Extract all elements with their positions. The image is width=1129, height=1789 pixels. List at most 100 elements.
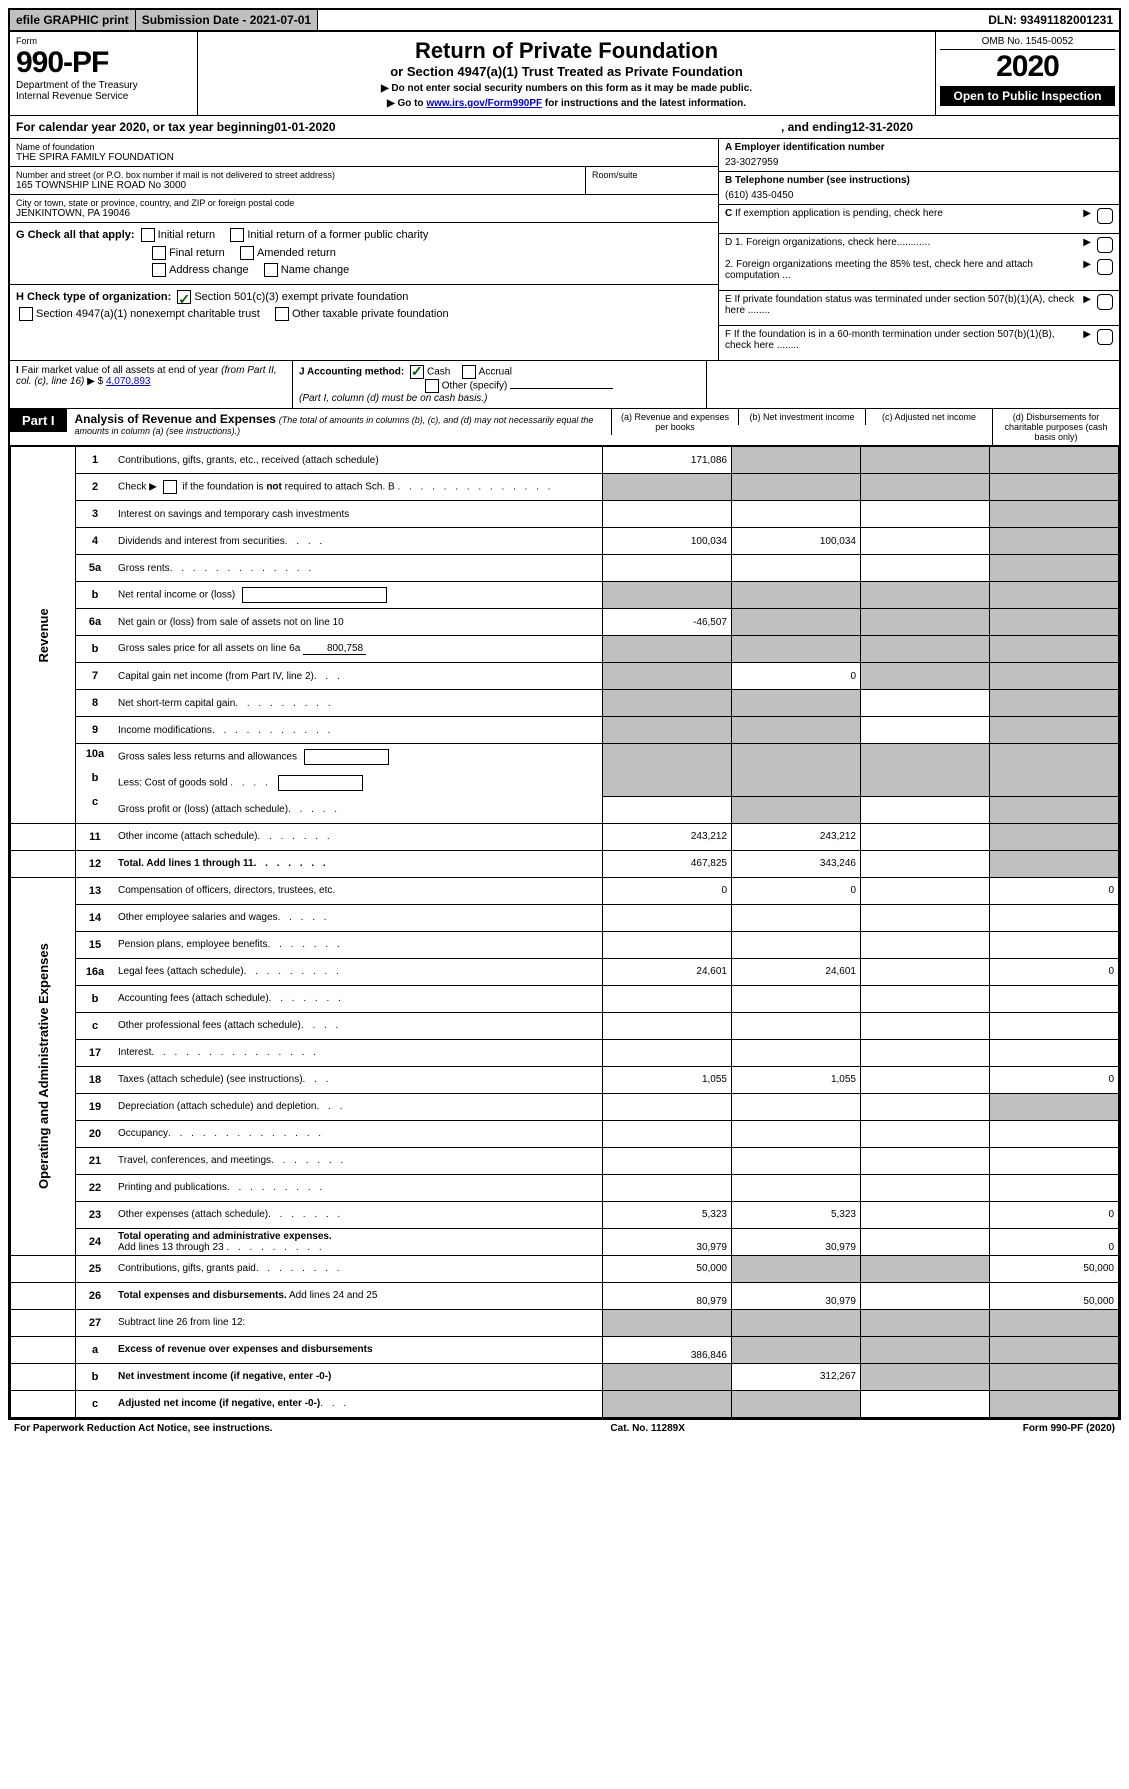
cell-shaded — [732, 636, 861, 663]
table-row: c Adjusted net income (if negative, ente… — [11, 1390, 1119, 1417]
sch-b-checkbox[interactable] — [163, 480, 177, 494]
amended-return-checkbox[interactable] — [240, 246, 254, 260]
cell — [861, 528, 990, 555]
h-label: H Check type of organization: — [16, 291, 171, 303]
part1-badge: Part I — [10, 409, 67, 432]
table-row: 2 Check ▶ if the foundation is not requi… — [11, 474, 1119, 501]
instr-2-pre: ▶ Go to — [387, 98, 426, 109]
cell-11b: 243,212 — [732, 823, 861, 850]
d1-checkbox[interactable] — [1097, 237, 1113, 253]
addr-change-checkbox[interactable] — [152, 263, 166, 277]
c-label: If exemption application is pending, che… — [735, 208, 943, 219]
irs-link[interactable]: www.irs.gov/Form990PF — [426, 98, 542, 109]
final-return-checkbox[interactable] — [152, 246, 166, 260]
cell — [861, 1147, 990, 1174]
line-desc: Contributions, gifts, grants, etc., rece… — [114, 447, 603, 474]
line-desc: Occupancy. . . . . . . . . . . . . . — [114, 1120, 603, 1147]
cash-checkbox[interactable] — [410, 365, 424, 379]
line-desc: Capital gain net income (from Part IV, l… — [114, 663, 603, 690]
cell-shaded — [990, 501, 1119, 528]
cell — [732, 985, 861, 1012]
initial-former-checkbox[interactable] — [230, 228, 244, 242]
city-label: City or town, state or province, country… — [16, 198, 712, 208]
c-checkbox[interactable] — [1097, 208, 1113, 224]
cell — [603, 1174, 732, 1201]
line-num: 15 — [76, 931, 115, 958]
line-desc: Other income (attach schedule). . . . . … — [114, 823, 603, 850]
table-row: 15 Pension plans, employee benefits. . .… — [11, 931, 1119, 958]
name-change-checkbox[interactable] — [264, 263, 278, 277]
efile-button[interactable]: efile GRAPHIC print — [10, 10, 136, 30]
arrow-icon: ▶ — [1083, 208, 1091, 219]
cell-23d: 0 — [990, 1201, 1119, 1228]
spacer — [11, 1255, 76, 1282]
submission-date: Submission Date - 2021-07-01 — [136, 10, 318, 30]
g-checks: G Check all that apply: Initial return I… — [10, 223, 718, 285]
instr-1: ▶ Do not enter social security numbers o… — [204, 83, 929, 94]
rental-income-box[interactable] — [242, 587, 387, 603]
gross-sales-box[interactable] — [304, 749, 389, 765]
other-method-checkbox[interactable] — [425, 379, 439, 393]
cell — [861, 501, 990, 528]
cell — [861, 877, 990, 904]
cell-27b: 312,267 — [732, 1363, 861, 1390]
cell — [732, 1174, 861, 1201]
h-501c3-checkbox[interactable] — [177, 290, 191, 304]
arrow-icon: ▶ — [1083, 237, 1091, 248]
cell-7b: 0 — [732, 663, 861, 690]
cell — [603, 796, 732, 823]
cash-label: Cash — [427, 367, 450, 378]
gross-sales-value: 800,758 — [303, 643, 366, 655]
page-footer: For Paperwork Reduction Act Notice, see … — [8, 1420, 1121, 1437]
h-4947-checkbox[interactable] — [19, 307, 33, 321]
cell-shaded — [861, 1363, 990, 1390]
cell — [732, 931, 861, 958]
cogs-box[interactable] — [278, 775, 363, 791]
cell-shaded — [990, 582, 1119, 609]
line-num: b — [76, 985, 115, 1012]
form-label: Form — [16, 36, 191, 46]
revenue-vertical-label: Revenue — [11, 447, 76, 824]
cell-shaded — [732, 609, 861, 636]
table-row: 3 Interest on savings and temporary cash… — [11, 501, 1119, 528]
table-row: 16a Legal fees (attach schedule). . . . … — [11, 958, 1119, 985]
spacer — [11, 823, 76, 850]
h-other-checkbox[interactable] — [275, 307, 289, 321]
line-num: b — [76, 582, 115, 609]
part1-title-area: Analysis of Revenue and Expenses (The to… — [67, 409, 611, 440]
line-num: 2 — [76, 474, 115, 501]
line-num: 3 — [76, 501, 115, 528]
f-checkbox[interactable] — [1097, 329, 1113, 345]
cell — [861, 904, 990, 931]
cell-18d: 0 — [990, 1066, 1119, 1093]
cell-12b: 343,246 — [732, 850, 861, 877]
form-number: 990-PF — [16, 46, 191, 80]
cell-shaded — [990, 1390, 1119, 1417]
line-desc: Pension plans, employee benefits. . . . … — [114, 931, 603, 958]
line-num: 5a — [76, 555, 115, 582]
table-row: Gross profit or (loss) (attach schedule)… — [11, 796, 1119, 823]
accrual-checkbox[interactable] — [462, 365, 476, 379]
instr-2-post: for instructions and the latest informat… — [542, 98, 746, 109]
line-num: 8 — [76, 690, 115, 717]
line-num: 7 — [76, 663, 115, 690]
line-desc: Net rental income or (loss) — [114, 582, 603, 609]
e-checkbox[interactable] — [1097, 294, 1113, 310]
line-num: a — [76, 1336, 115, 1363]
sub-title: or Section 4947(a)(1) Trust Treated as P… — [204, 64, 929, 79]
line-num: 21 — [76, 1147, 115, 1174]
cell — [861, 931, 990, 958]
cell-shaded — [732, 1309, 861, 1336]
initial-return-checkbox[interactable] — [141, 228, 155, 242]
cell-25d: 50,000 — [990, 1255, 1119, 1282]
h-checks: H Check type of organization: Section 50… — [10, 285, 718, 328]
cell-shaded — [861, 582, 990, 609]
cell-shaded — [990, 690, 1119, 717]
name-label: Name of foundation — [16, 142, 712, 152]
e-label: E If private foundation status was termi… — [725, 294, 1081, 316]
cell-shaded — [603, 1363, 732, 1390]
line-num: 4 — [76, 528, 115, 555]
cell-shaded — [861, 663, 990, 690]
table-row: b Accounting fees (attach schedule). . .… — [11, 985, 1119, 1012]
d2-checkbox[interactable] — [1097, 259, 1113, 275]
